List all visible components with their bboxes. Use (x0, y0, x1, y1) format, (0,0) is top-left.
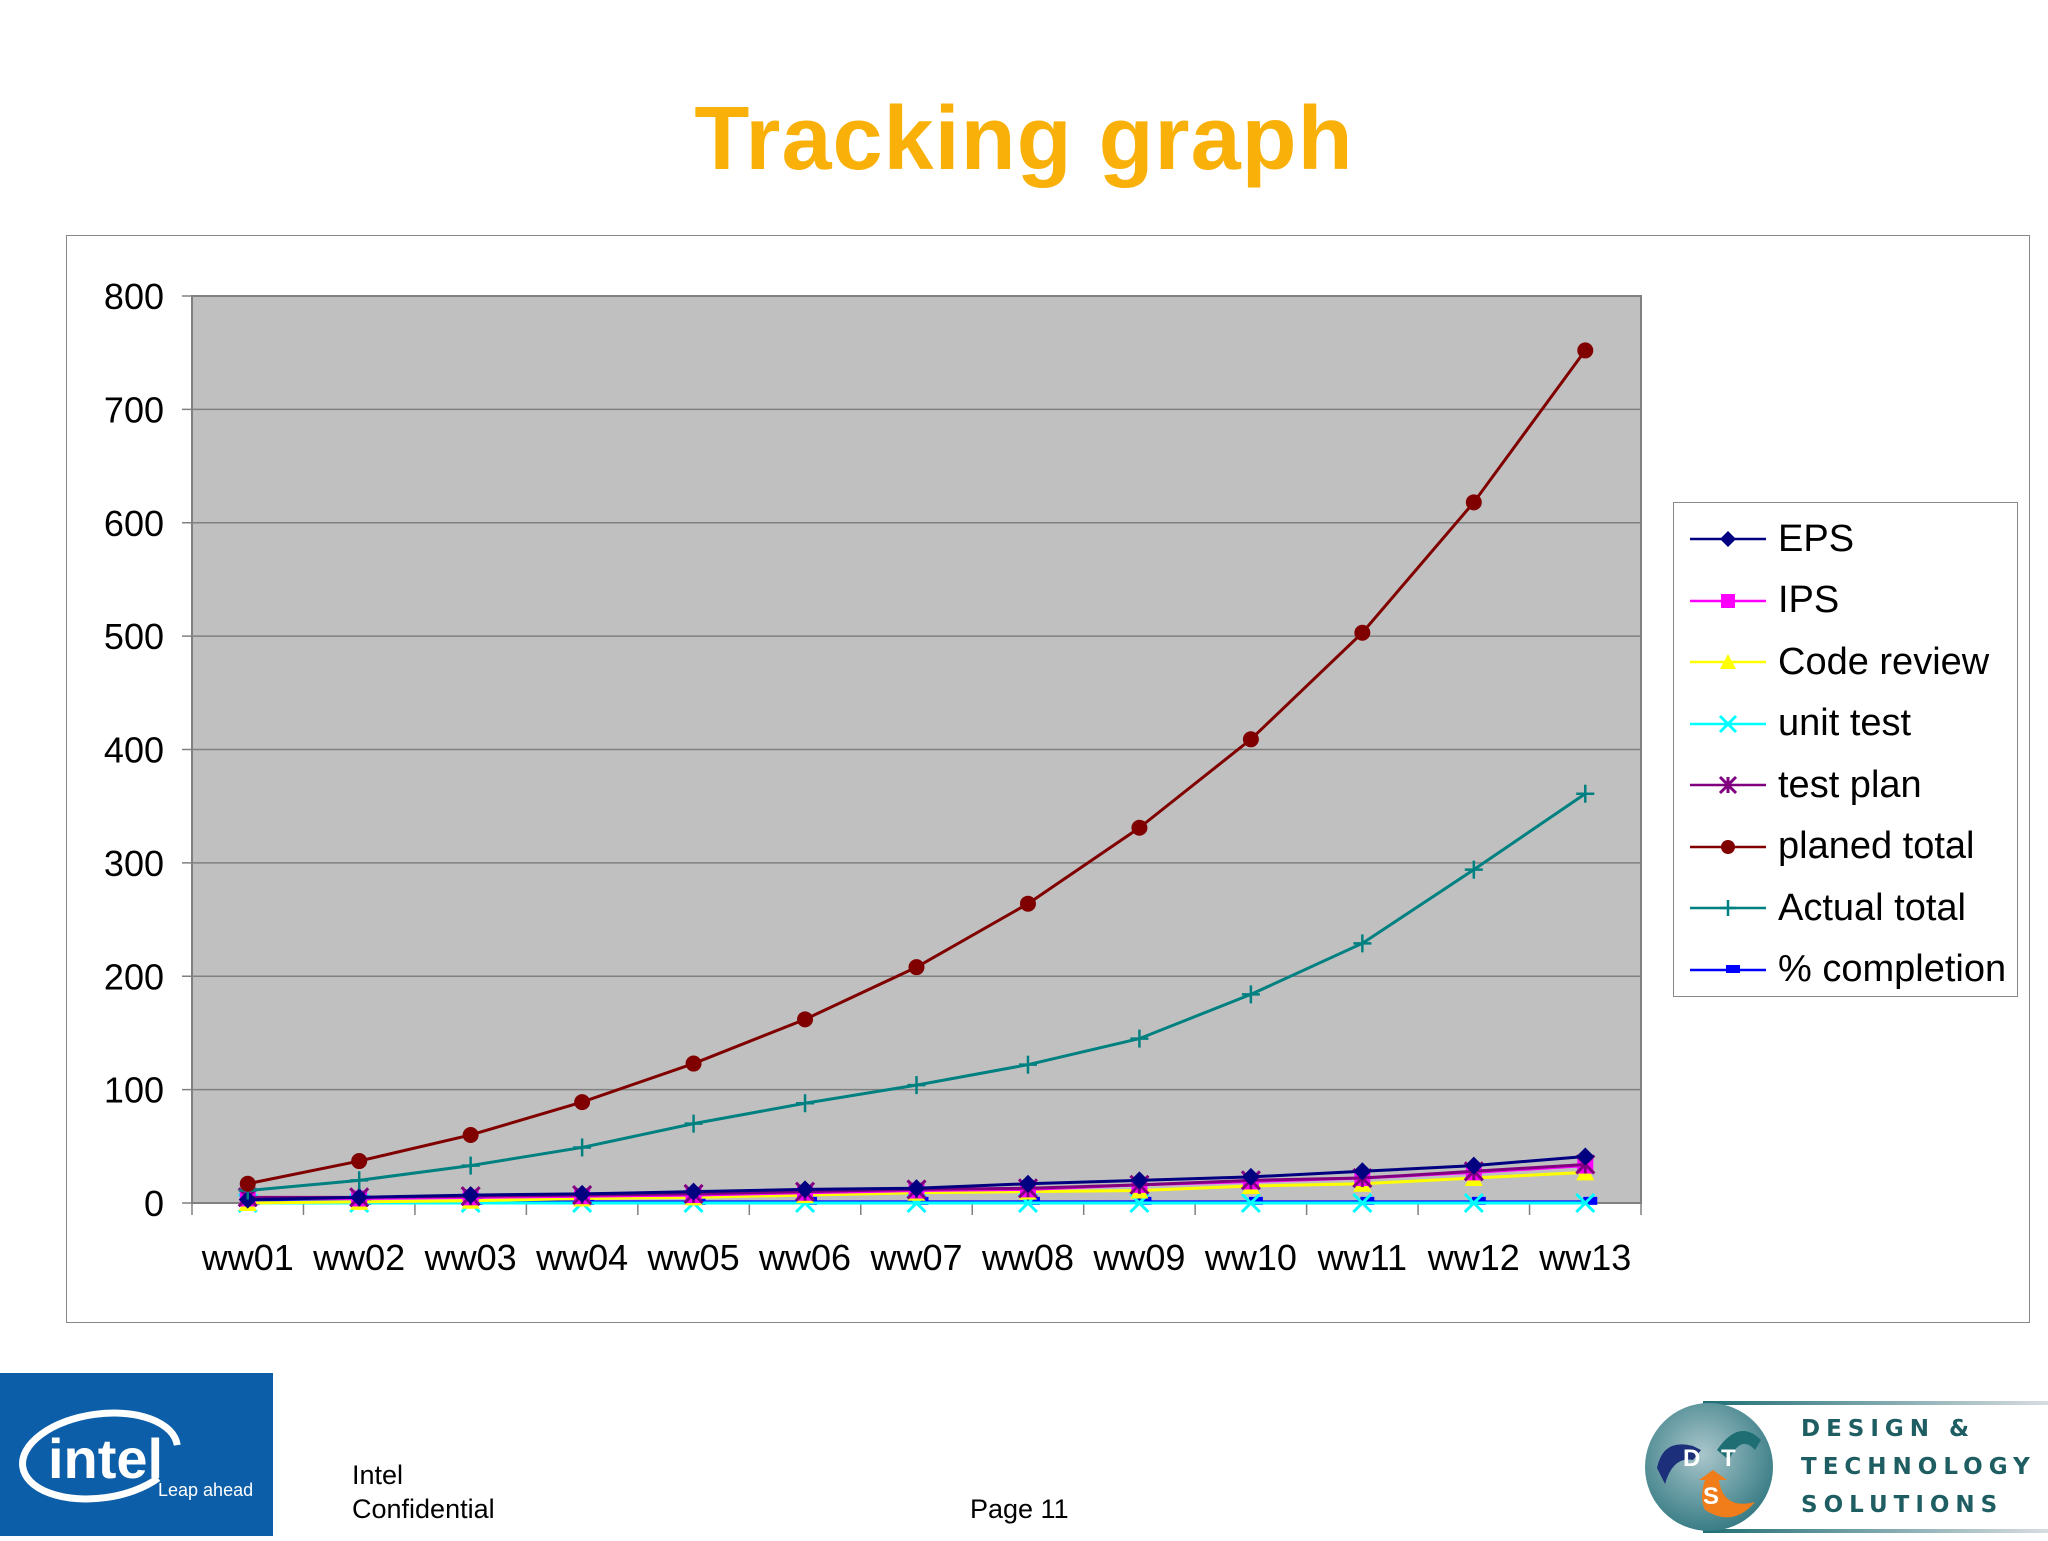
legend-circle-icon (1690, 839, 1766, 854)
legend-item: EPS (1688, 509, 1854, 569)
x-tick-label: ww07 (869, 1237, 962, 1278)
dts-letter-t: T (1721, 1445, 1736, 1472)
x-tick-label: ww12 (1427, 1237, 1520, 1278)
x-tick-label: ww13 (1538, 1237, 1631, 1278)
legend-diamond-icon (1690, 531, 1766, 547)
x-tick-label: ww01 (201, 1237, 294, 1278)
y-tick-label: 700 (104, 389, 164, 430)
legend-dash-icon (1690, 964, 1766, 973)
x-tick-label: ww06 (758, 1237, 851, 1278)
y-tick-label: 300 (104, 843, 164, 884)
dts-line2: TECHNOLOGY (1801, 1454, 2036, 1480)
y-tick-label: 200 (104, 956, 164, 997)
y-tick-label: 600 (104, 503, 164, 544)
x-tick-label: ww08 (981, 1237, 1074, 1278)
legend-plus-icon (1690, 900, 1766, 916)
legend-item: unit test (1688, 694, 1911, 754)
y-tick-label: 100 (104, 1070, 164, 1111)
series-eps (238, 1147, 1595, 1209)
legend-label: Code review (1778, 640, 1990, 683)
x-tick-label: ww02 (312, 1237, 405, 1278)
dts-letter-s: S (1703, 1483, 1719, 1510)
intel-logo: intel Leap ahead (0, 1373, 273, 1536)
legend-label: test plan (1778, 763, 1922, 806)
legend-item: test plan (1688, 755, 1922, 815)
x-tick-label: ww05 (647, 1237, 740, 1278)
legend-item: Code review (1688, 632, 1989, 692)
dts-line3: SOLUTIONS (1801, 1492, 2003, 1518)
legend-triangle-icon (1690, 654, 1766, 669)
dts-letter-d: D (1683, 1445, 1700, 1472)
legend-square-icon (1690, 593, 1766, 608)
slide-title: Tracking graph (694, 89, 1354, 189)
dts-line1: DESIGN & (1801, 1416, 1975, 1442)
legend-label: EPS (1778, 517, 1855, 560)
dts-logo: D T S DESIGN & TECHNOLOGY SOLUTIONS (1643, 1398, 2048, 1536)
chart-legend: EPS IPS Code review unit test test plan plane… (1673, 502, 2018, 997)
legend-label: unit test (1778, 702, 1912, 744)
legend-label: IPS (1778, 579, 1840, 621)
legend-item: Actual total (1688, 878, 1966, 938)
x-tick-label: ww10 (1204, 1237, 1297, 1278)
confidential-label-line2: Confidential (352, 1494, 495, 1524)
legend-label: % completion (1778, 948, 2007, 990)
x-tick-label: ww03 (424, 1237, 517, 1278)
legend-star-icon (1690, 775, 1766, 795)
intel-logo-mark: intel Leap ahead (19, 1409, 253, 1503)
y-tick-label: 400 (104, 730, 164, 771)
legend-x-icon (1690, 714, 1766, 733)
intel-wordmark: intel (48, 1427, 163, 1490)
confidential-label-line1: Intel (352, 1460, 404, 1490)
page-number: Page 11 (970, 1494, 1069, 1524)
x-tick-label: ww11 (1317, 1237, 1407, 1278)
legend-item: % completion (1688, 940, 2006, 1000)
y-tick-label: 0 (144, 1183, 164, 1224)
legend-item: planed total (1688, 817, 1975, 877)
y-tick-label: 500 (104, 616, 164, 657)
intel-tagline: Leap ahead (158, 1480, 253, 1500)
x-tick-label: ww04 (535, 1237, 628, 1278)
series-planed-total (239, 342, 1594, 1192)
y-tick-label: 800 (104, 276, 164, 317)
legend-label: Actual total (1778, 886, 1966, 929)
series-actual-total (238, 784, 1595, 1200)
x-tick-label: ww09 (1092, 1237, 1185, 1278)
legend-item: IPS (1688, 571, 1839, 631)
legend-label: planed total (1778, 825, 1975, 867)
